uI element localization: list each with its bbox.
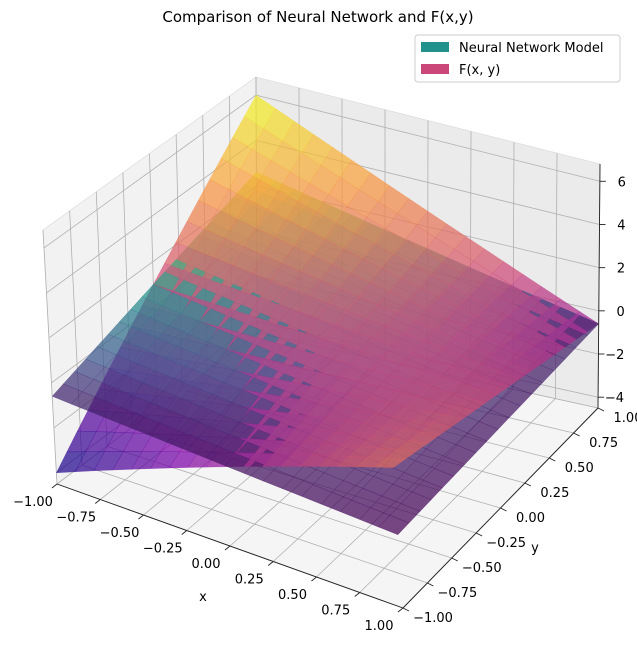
- y-axis-label: y: [531, 541, 539, 556]
- z-tick-label: 4: [617, 218, 625, 233]
- z-leftwall-gridline: [43, 94, 257, 249]
- y-tick-label: 0.50: [565, 461, 594, 476]
- x-tick: [267, 561, 274, 566]
- x-floor-gridline: [359, 398, 556, 593]
- y-leftwall-gridline: [69, 210, 83, 466]
- x-tick: [224, 545, 231, 551]
- y-tick-label: 0.75: [589, 436, 618, 451]
- f-xy-surface-patch: [374, 458, 406, 468]
- z-tick-label: 6: [618, 175, 626, 190]
- legend-box: [414, 34, 621, 83]
- x-tick: [94, 499, 101, 504]
- y-leftwall-gridline: [42, 229, 58, 485]
- y-tick: [500, 507, 507, 512]
- y-tick-label: −0.25: [486, 536, 526, 551]
- x-tick-label: −0.75: [56, 511, 96, 526]
- y-tick: [549, 457, 556, 462]
- z-axis-line: [597, 163, 601, 409]
- z-tick-label: 2: [617, 262, 625, 277]
- x-tick: [51, 483, 58, 489]
- x-tick-label: 0.00: [192, 557, 221, 572]
- y-tick: [451, 557, 458, 562]
- y-tick-label: 0.25: [540, 486, 569, 501]
- z-backwall-gridline: [255, 94, 600, 182]
- axes: −1.00−1.00−0.75−0.75−0.50−0.50−0.25 −0.25…: [13, 163, 637, 634]
- y-tick: [524, 482, 532, 487]
- legend-label-f-xy: F(x, y): [459, 63, 500, 78]
- x-tick-label: −1.00: [13, 495, 53, 510]
- x-tick: [397, 607, 404, 613]
- x-axis-label: x: [199, 590, 207, 605]
- x-tick-label: 0.25: [235, 573, 264, 588]
- legend-swatch-neural-network: [421, 42, 449, 52]
- x-tick-label: 0.75: [321, 604, 350, 619]
- y-tick: [597, 407, 605, 412]
- z-tick-label: −4: [605, 391, 624, 406]
- y-tick-label: −0.75: [437, 586, 477, 601]
- neural-network-surface-patch: [378, 515, 410, 535]
- x-tick: [181, 530, 188, 535]
- legend: Neural Network Model F(x, y): [414, 34, 621, 83]
- y-tick-label: 1.00: [614, 411, 637, 426]
- legend-label-neural-network: Neural Network Model: [459, 41, 603, 56]
- x-tick: [311, 576, 317, 582]
- x-tick-label: −0.50: [100, 526, 140, 541]
- z-tick-label: −2: [605, 348, 624, 363]
- y-tick: [573, 432, 580, 437]
- x-tick-label: 0.50: [278, 588, 307, 603]
- x-tick-label: −0.25: [143, 542, 183, 557]
- y-tick: [402, 607, 410, 612]
- y-tick: [427, 582, 434, 587]
- legend-swatch-f-xy: [421, 64, 449, 74]
- z-tick-label: 0: [617, 305, 625, 320]
- x-tick: [354, 592, 361, 597]
- y-tick-label: 0.00: [516, 511, 545, 526]
- y-tick-label: −1.00: [413, 611, 453, 626]
- y-tick: [475, 532, 483, 537]
- y-tick-label: −0.50: [462, 561, 502, 576]
- x-tick: [138, 514, 144, 520]
- chart-title: Comparison of Neural Network and F(x,y): [162, 8, 473, 26]
- surface-plots: [51, 94, 600, 535]
- x-tick-label: 1.00: [365, 619, 394, 634]
